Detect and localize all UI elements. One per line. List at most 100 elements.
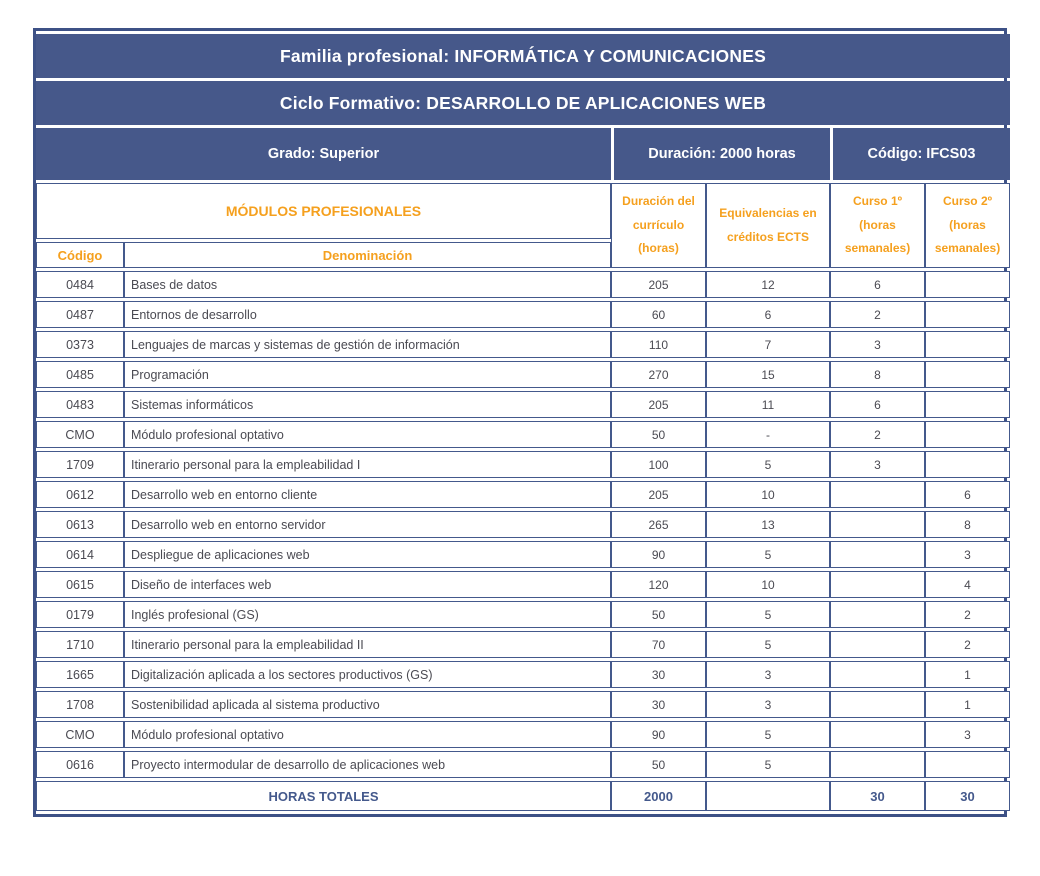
module-hours: 205 [611, 271, 706, 298]
module-curso1-hours [830, 481, 925, 508]
module-code: 0614 [36, 541, 124, 568]
module-curso2-hours: 2 [925, 631, 1010, 658]
table-row: 0373 Lenguajes de marcas y sistemas de g… [36, 331, 1010, 358]
curriculum-sheet: Familia profesional: INFORMÁTICA Y COMUN… [33, 28, 1010, 817]
module-curso1-hours [830, 601, 925, 628]
module-curso1-hours [830, 511, 925, 538]
module-name: Sostenibilidad aplicada al sistema produ… [124, 691, 611, 718]
module-hours: 270 [611, 361, 706, 388]
duracion-total-label: Duración: 2000 horas [611, 128, 830, 180]
module-ects: 10 [706, 481, 830, 508]
total-curso1-value: 30 [830, 781, 925, 811]
table-row: CMO Módulo profesional optativo 90 5 3 [36, 721, 1010, 748]
module-curso1-hours [830, 571, 925, 598]
module-curso2-hours: 1 [925, 661, 1010, 688]
module-ects: 5 [706, 631, 830, 658]
table-subheader-row: Código Denominación [36, 242, 1010, 268]
module-name: Proyecto intermodular de desarrollo de a… [124, 751, 611, 778]
module-hours: 120 [611, 571, 706, 598]
module-curso2-hours: 8 [925, 511, 1010, 538]
table-row: 0612 Desarrollo web en entorno cliente 2… [36, 481, 1010, 508]
module-code: 0612 [36, 481, 124, 508]
module-curso1-hours [830, 661, 925, 688]
totals-row: HORAS TOTALES 2000 30 30 [36, 781, 1010, 811]
module-ects: 11 [706, 391, 830, 418]
module-curso1-hours: 8 [830, 361, 925, 388]
module-hours: 205 [611, 481, 706, 508]
table-row: 0615 Diseño de interfaces web 120 10 4 [36, 571, 1010, 598]
module-name: Sistemas informáticos [124, 391, 611, 418]
module-hours: 205 [611, 391, 706, 418]
module-hours: 30 [611, 661, 706, 688]
module-curso1-hours: 6 [830, 391, 925, 418]
module-ects: 6 [706, 301, 830, 328]
table-row: 1709 Itinerario personal para la empleab… [36, 451, 1010, 478]
codigo-ciclo-label: Código: IFCS03 [830, 128, 1010, 180]
module-code: CMO [36, 721, 124, 748]
table-row: CMO Módulo profesional optativo 50 - 2 [36, 421, 1010, 448]
module-name: Inglés profesional (GS) [124, 601, 611, 628]
module-hours: 90 [611, 541, 706, 568]
module-hours: 70 [611, 631, 706, 658]
module-rows: 0484 Bases de datos 205 12 6 0487 Entorn… [36, 271, 1010, 778]
table-header-row: MÓDULOS PROFESIONALES Duración del currí… [36, 183, 1010, 268]
module-code: 0613 [36, 511, 124, 538]
module-name: Diseño de interfaces web [124, 571, 611, 598]
module-code: 1710 [36, 631, 124, 658]
table-row: 1710 Itinerario personal para la empleab… [36, 631, 1010, 658]
table-row: 0179 Inglés profesional (GS) 50 5 2 [36, 601, 1010, 628]
column-header-curso2: Curso 2º (horas semanales) [925, 183, 1010, 268]
module-name: Desarrollo web en entorno servidor [124, 511, 611, 538]
module-curso2-hours: 1 [925, 691, 1010, 718]
module-curso2-hours [925, 361, 1010, 388]
module-curso2-hours [925, 451, 1010, 478]
module-curso1-hours [830, 631, 925, 658]
module-ects: 15 [706, 361, 830, 388]
module-ects: 5 [706, 451, 830, 478]
total-hours-value: 2000 [611, 781, 706, 811]
module-ects: - [706, 421, 830, 448]
module-hours: 60 [611, 301, 706, 328]
module-hours: 50 [611, 601, 706, 628]
familia-profesional-title: Familia profesional: INFORMÁTICA Y COMUN… [36, 34, 1010, 78]
modulos-profesionales-header: MÓDULOS PROFESIONALES [36, 183, 611, 239]
module-curso1-hours: 6 [830, 271, 925, 298]
module-curso2-hours: 2 [925, 601, 1010, 628]
module-ects: 5 [706, 601, 830, 628]
table-row: 0616 Proyecto intermodular de desarrollo… [36, 751, 1010, 778]
column-header-duracion: Duración del currículo (horas) [611, 183, 706, 268]
module-curso2-hours [925, 271, 1010, 298]
banner-info-row: Grado: Superior Duración: 2000 horas Cód… [36, 128, 1010, 180]
module-code: CMO [36, 421, 124, 448]
total-ects-value [706, 781, 830, 811]
module-hours: 50 [611, 751, 706, 778]
module-name: Bases de datos [124, 271, 611, 298]
table-row: 0613 Desarrollo web en entorno servidor … [36, 511, 1010, 538]
module-curso1-hours [830, 751, 925, 778]
module-ects: 12 [706, 271, 830, 298]
module-hours: 265 [611, 511, 706, 538]
module-curso2-hours [925, 391, 1010, 418]
banner-ciclo-row: Ciclo Formativo: DESARROLLO DE APLICACIO… [36, 81, 1010, 125]
module-name: Entornos de desarrollo [124, 301, 611, 328]
module-curso2-hours [925, 331, 1010, 358]
module-hours: 100 [611, 451, 706, 478]
module-curso2-hours: 3 [925, 721, 1010, 748]
module-code: 0485 [36, 361, 124, 388]
curriculum-table: Familia profesional: INFORMÁTICA Y COMUN… [36, 31, 1010, 814]
module-curso1-hours: 2 [830, 301, 925, 328]
module-code: 0616 [36, 751, 124, 778]
module-ects: 3 [706, 691, 830, 718]
table-row: 0487 Entornos de desarrollo 60 6 2 [36, 301, 1010, 328]
module-code: 0484 [36, 271, 124, 298]
module-name: Desarrollo web en entorno cliente [124, 481, 611, 508]
module-code: 1709 [36, 451, 124, 478]
module-name: Despliegue de aplicaciones web [124, 541, 611, 568]
module-code: 1665 [36, 661, 124, 688]
grado-label: Grado: Superior [36, 128, 611, 180]
module-curso1-hours: 3 [830, 331, 925, 358]
module-curso1-hours [830, 541, 925, 568]
column-header-curso1: Curso 1º (horas semanales) [830, 183, 925, 268]
module-ects: 13 [706, 511, 830, 538]
module-curso1-hours: 3 [830, 451, 925, 478]
